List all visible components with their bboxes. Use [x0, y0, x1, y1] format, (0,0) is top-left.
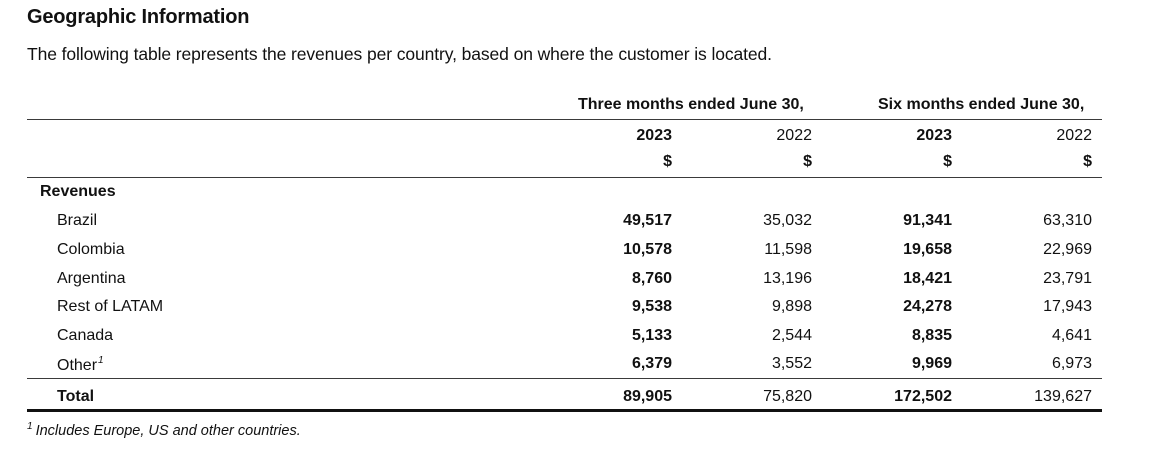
header-rule-top	[27, 119, 1102, 120]
total-value: 89,905	[623, 388, 672, 405]
col-currency-3m-2022: $	[803, 153, 812, 170]
row-label: Other1	[57, 355, 104, 375]
cell-value: 6,379	[631, 355, 672, 372]
cell-value: 24,278	[903, 298, 952, 315]
cell-value: 49,517	[623, 212, 672, 229]
col-year-3m-2023: 2023	[636, 127, 672, 144]
section-heading: Geographic Information	[27, 6, 250, 28]
total-value: 75,820	[763, 388, 812, 405]
cell-value: 3,552	[771, 355, 812, 372]
col-currency-6m-2022: $	[1083, 153, 1092, 170]
cell-value: 8,835	[911, 327, 952, 344]
total-rule-bottom	[27, 409, 1102, 412]
header-six-months: Six months ended June 30,	[878, 96, 1085, 113]
cell-value: 19,658	[903, 241, 952, 258]
cell-value: 11,598	[764, 241, 812, 258]
cell-value: 9,898	[771, 298, 812, 315]
cell-value: 17,943	[1043, 298, 1092, 315]
row-label: Canada	[57, 327, 114, 344]
cell-value: 4,641	[1051, 327, 1092, 344]
col-currency-3m-2023: $	[663, 153, 672, 170]
total-value: 172,502	[894, 388, 952, 405]
cell-value: 18,421	[903, 270, 952, 287]
row-label: Colombia	[57, 241, 125, 258]
cell-value: 8,760	[631, 270, 672, 287]
total-value: 139,627	[1034, 388, 1092, 405]
row-label: Brazil	[57, 212, 98, 229]
col-year-6m-2022: 2022	[1056, 127, 1092, 144]
total-label: Total	[57, 388, 95, 405]
footnote-mark: 1	[27, 421, 33, 432]
header-rule-bottom	[27, 177, 1102, 178]
cell-value: 2,544	[771, 327, 812, 344]
row-label: Argentina	[57, 270, 126, 287]
cell-value: 35,032	[763, 212, 812, 229]
cell-value: 63,310	[1043, 212, 1092, 229]
row-label-text: Other	[57, 357, 98, 374]
revenues-section-label: Revenues	[40, 183, 116, 200]
intro-text: The following table represents the reven…	[27, 44, 772, 64]
footnote-reference: 1	[98, 355, 104, 366]
footnote: 1 Includes Europe, US and other countries…	[27, 421, 301, 439]
cell-value: 23,791	[1043, 270, 1092, 287]
cell-value: 10,578	[623, 241, 672, 258]
footnote-text: Includes Europe, US and other countries.	[35, 423, 301, 439]
col-currency-6m-2023: $	[943, 153, 952, 170]
header-three-months: Three months ended June 30,	[578, 96, 804, 113]
col-year-3m-2022: 2022	[776, 127, 812, 144]
cell-value: 9,538	[631, 298, 672, 315]
cell-value: 22,969	[1043, 241, 1092, 258]
cell-value: 13,196	[763, 270, 812, 287]
cell-value: 91,341	[903, 212, 952, 229]
cell-value: 6,973	[1051, 355, 1092, 372]
cell-value: 9,969	[911, 355, 952, 372]
col-year-6m-2023: 2023	[916, 127, 952, 144]
row-label: Rest of LATAM	[57, 298, 164, 315]
total-rule-top	[27, 378, 1102, 379]
cell-value: 5,133	[631, 327, 672, 344]
